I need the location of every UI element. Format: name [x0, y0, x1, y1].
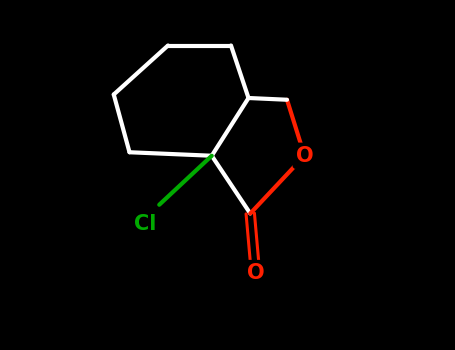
Text: Cl: Cl: [134, 214, 157, 234]
Text: O: O: [247, 263, 264, 283]
Text: O: O: [296, 146, 313, 166]
